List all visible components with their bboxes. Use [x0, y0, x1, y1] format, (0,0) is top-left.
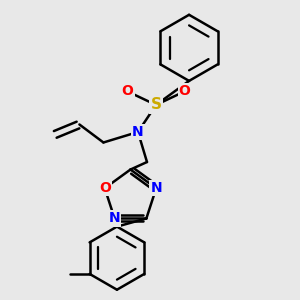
Text: S: S	[151, 98, 161, 112]
Text: O: O	[178, 84, 190, 98]
Text: N: N	[132, 125, 144, 139]
Text: N: N	[150, 181, 162, 195]
Text: N: N	[109, 212, 120, 225]
Text: O: O	[122, 84, 134, 98]
Text: O: O	[99, 181, 111, 195]
